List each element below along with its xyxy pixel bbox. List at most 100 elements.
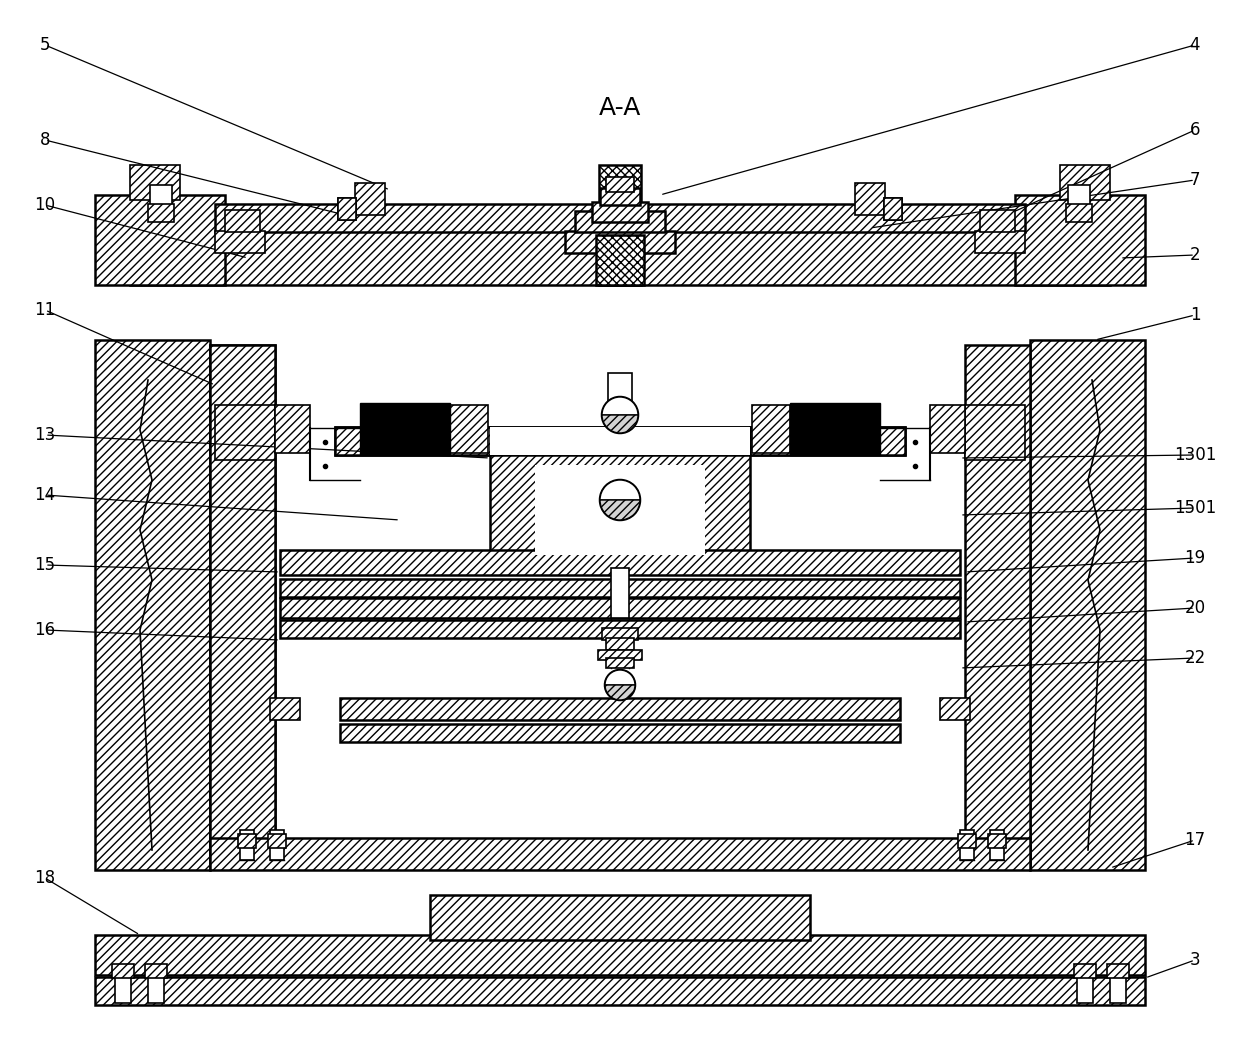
Wedge shape [600,500,640,520]
Text: 4: 4 [1189,36,1200,54]
Bar [751,405,790,453]
Text: 5: 5 [40,36,51,54]
Bar [606,658,634,668]
Bar [980,211,1016,232]
Text: 1501: 1501 [1174,499,1216,517]
Text: 20: 20 [1184,599,1205,617]
Text: 7: 7 [1189,171,1200,189]
Bar [215,405,275,460]
Text: 22: 22 [1184,649,1205,667]
Bar [145,964,167,978]
Bar [959,834,976,848]
Text: 13: 13 [35,426,56,444]
Bar [575,211,665,232]
Text: 1301: 1301 [1174,446,1216,464]
Wedge shape [601,415,639,433]
Bar [210,345,275,865]
Bar [884,198,901,220]
Bar [224,211,260,232]
Bar [601,628,639,640]
Bar [210,345,275,865]
Bar [611,568,629,618]
Bar [210,838,1030,870]
Text: A-A: A-A [599,96,641,120]
Bar [340,724,900,742]
Text: 10: 10 [35,196,56,214]
Bar [608,373,632,433]
Bar [1078,975,1092,1003]
Bar [339,198,356,220]
Bar [360,403,450,455]
Bar [275,405,310,453]
Bar [1110,975,1126,1003]
Bar [95,935,1145,975]
Bar [490,455,750,563]
Bar [1030,340,1145,870]
Bar [148,204,174,222]
Text: 2: 2 [1189,246,1200,264]
Bar [856,183,885,215]
Bar [750,427,905,455]
Bar [599,165,641,285]
Bar [130,227,1110,285]
Bar [884,198,901,220]
Wedge shape [605,670,635,685]
Text: 1: 1 [1189,306,1200,324]
Bar [268,834,286,848]
Text: 15: 15 [35,556,56,574]
Bar [490,427,750,455]
Bar [598,650,642,660]
Bar [1068,185,1090,215]
Bar [355,183,384,215]
Bar [112,964,134,978]
Text: 17: 17 [1184,831,1205,849]
Bar [606,638,634,650]
Bar [280,620,960,638]
Wedge shape [605,685,635,700]
Bar [1066,204,1092,222]
Circle shape [601,397,639,433]
Bar [596,235,644,285]
Bar [606,177,634,192]
Text: 14: 14 [35,486,56,504]
Bar [95,340,210,870]
Bar [115,975,131,1003]
Text: 19: 19 [1184,549,1205,567]
Text: 6: 6 [1189,121,1200,139]
Bar [591,202,649,222]
Circle shape [600,480,640,520]
Wedge shape [601,397,639,415]
Bar [339,198,356,220]
Bar [1016,195,1145,285]
Bar [600,188,640,205]
Bar [95,195,224,285]
Bar [280,579,960,597]
Text: 3: 3 [1189,951,1200,969]
Bar [215,231,265,253]
Bar [965,345,1030,865]
Bar [1074,964,1096,978]
Wedge shape [600,480,640,500]
Bar [940,698,970,720]
Bar [215,204,1025,232]
Bar [148,975,164,1003]
Bar [210,345,275,865]
Bar [930,405,965,453]
Bar [335,427,490,455]
Circle shape [605,670,635,700]
Bar [241,830,254,860]
Text: 16: 16 [35,621,56,639]
Bar [1107,964,1128,978]
Bar [990,830,1004,860]
Bar [960,830,973,860]
Bar [450,405,489,453]
Bar [280,550,960,574]
Bar [270,830,284,860]
Text: 8: 8 [40,131,51,149]
Bar [534,465,706,555]
Bar [975,231,1025,253]
Bar [95,977,1145,1005]
Bar [1060,165,1110,200]
Bar [340,698,900,720]
Text: 11: 11 [35,301,56,319]
